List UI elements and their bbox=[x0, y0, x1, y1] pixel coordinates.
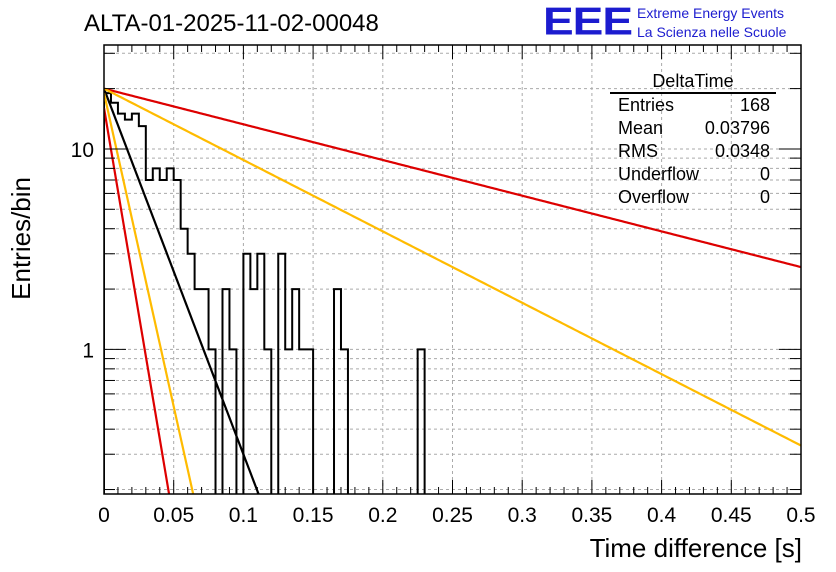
x-tick-label: 0 bbox=[98, 504, 110, 527]
stats-label: Entries bbox=[618, 95, 675, 115]
stats-label: Underflow bbox=[618, 164, 700, 184]
x-tick-label: 0.5 bbox=[786, 504, 815, 527]
stats-label: Mean bbox=[618, 118, 664, 138]
histogram-outline bbox=[104, 92, 433, 494]
fit-curve-red-steep bbox=[104, 107, 171, 494]
stats-label: Overflow bbox=[618, 187, 690, 207]
stats-value: 168 bbox=[739, 95, 770, 115]
x-axis-label: Time difference [s] bbox=[589, 533, 802, 563]
y-axis-label: Entries/bin bbox=[6, 177, 36, 300]
stats-value: 0 bbox=[759, 187, 770, 207]
x-tick-label: 0.15 bbox=[293, 504, 334, 527]
stats-row: RMS 0.0348 bbox=[610, 140, 776, 163]
stats-row: Mean 0.03796 bbox=[610, 117, 776, 140]
stats-value: 0 bbox=[759, 164, 770, 184]
eee-logo: EEE bbox=[543, 0, 633, 43]
x-tick-label: 0.05 bbox=[153, 504, 194, 527]
x-tick-label: 0.45 bbox=[711, 504, 752, 527]
y-tick-label: 10 bbox=[71, 139, 94, 162]
stats-row: Underflow 0 bbox=[610, 163, 776, 186]
fit-curve-black-fit bbox=[104, 88, 260, 494]
stats-label: RMS bbox=[618, 141, 658, 161]
x-tick-label: 0.1 bbox=[229, 504, 258, 527]
x-tick-label: 0.25 bbox=[432, 504, 473, 527]
x-tick-label: 0.4 bbox=[647, 504, 677, 527]
chart-title: ALTA-01-2025-11-02-00048 bbox=[84, 10, 379, 37]
fit-curve-yellow-shallow bbox=[104, 87, 801, 447]
stats-row: Entries 168 bbox=[610, 94, 776, 117]
stats-row: Overflow 0 bbox=[610, 186, 776, 209]
fit-curve-red-shallow bbox=[104, 87, 801, 269]
x-tick-label: 0.2 bbox=[368, 504, 397, 527]
stats-divider bbox=[610, 92, 776, 94]
stats-name: DeltaTime bbox=[652, 71, 734, 91]
stats-value: 0.0348 bbox=[714, 141, 770, 161]
y-tick-label: 1 bbox=[82, 339, 94, 362]
logo-line-2: La Scienza nelle Scuole bbox=[637, 24, 787, 40]
fit-curve-yellow-steep bbox=[104, 92, 195, 494]
stats-box: DeltaTime Entries 168 Mean 0.03796 RMS 0… bbox=[610, 70, 776, 209]
x-tick-label: 0.3 bbox=[508, 504, 537, 527]
x-tick-label: 0.35 bbox=[571, 504, 612, 527]
stats-value: 0.03796 bbox=[704, 118, 770, 138]
logo-caption: Extreme Energy Events La Scienza nelle S… bbox=[637, 4, 786, 42]
logo-line-1: Extreme Energy Events bbox=[637, 5, 785, 21]
